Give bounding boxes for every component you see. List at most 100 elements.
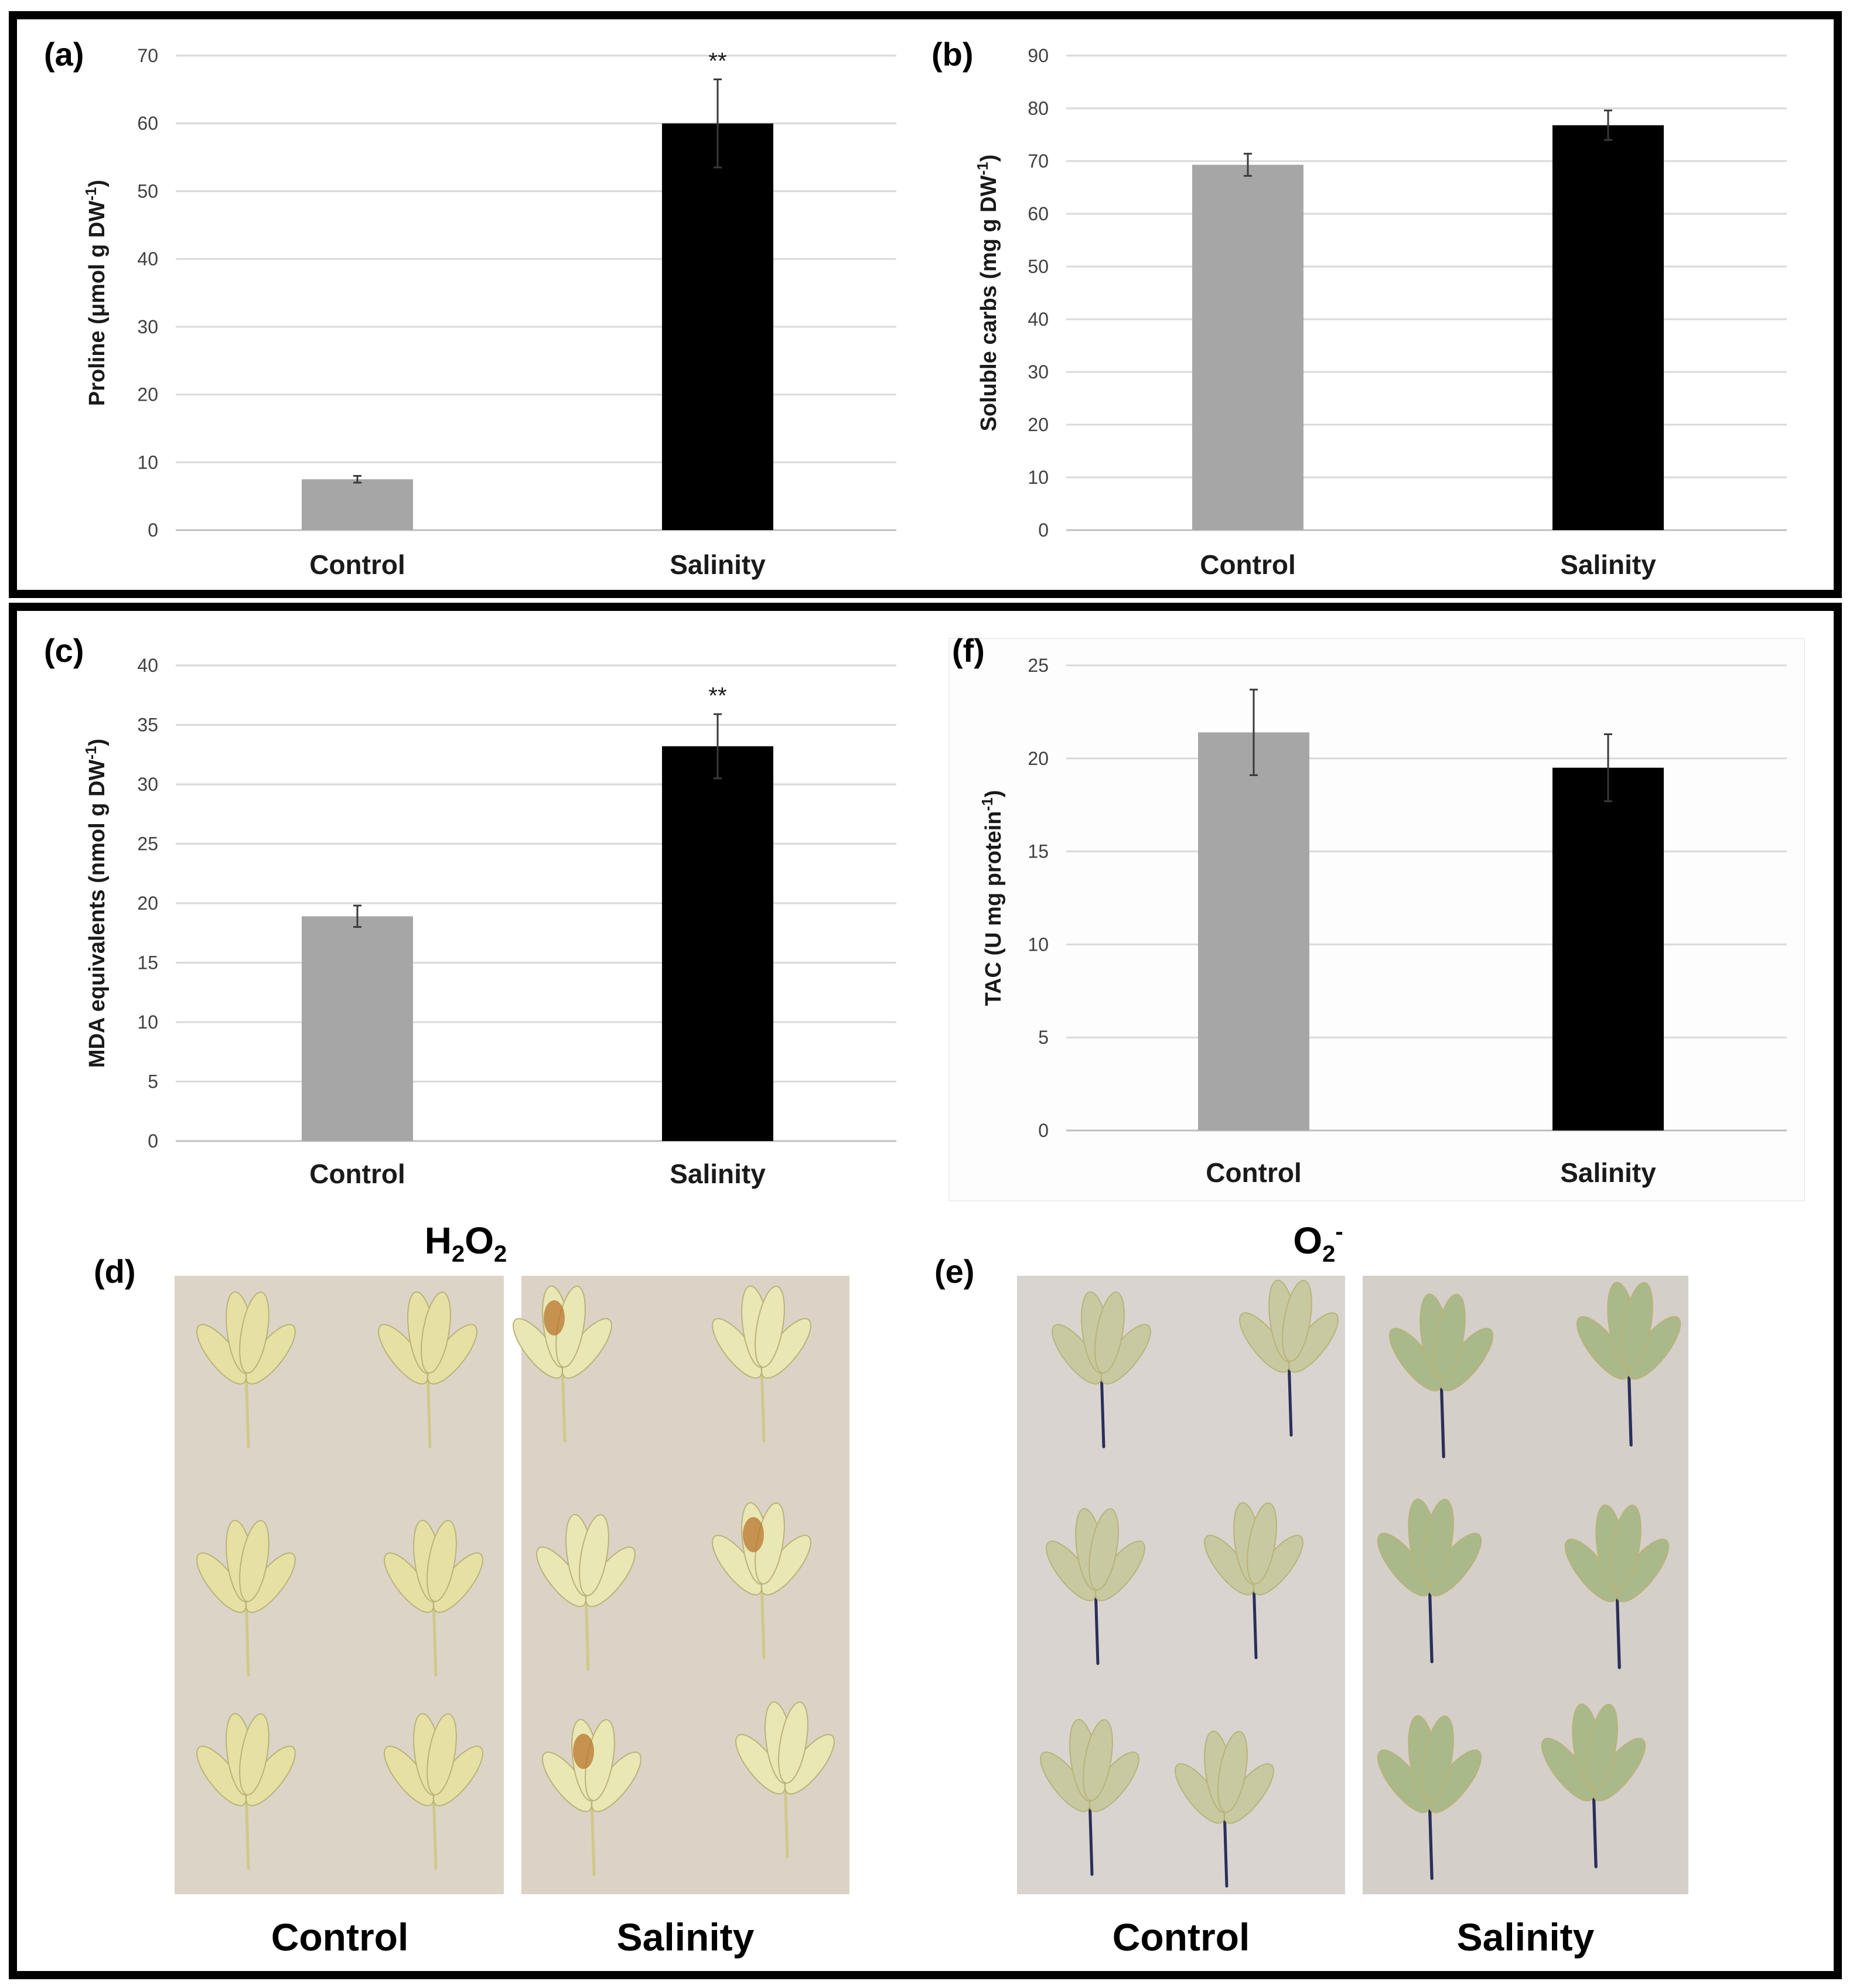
- category-label-a-salinity: Salinity: [670, 549, 766, 580]
- y-tick-label-a-40: 40: [137, 248, 158, 269]
- bar-b-salinity: [1552, 125, 1664, 531]
- stain-label-h2o2: H2O2: [425, 1220, 507, 1267]
- leaflet: [1094, 1291, 1125, 1374]
- y-tick-label-b-40: 40: [1028, 309, 1049, 330]
- leaf-stem: [432, 1791, 438, 1870]
- leaflet: [1422, 1715, 1454, 1802]
- y-axis-label-b: Soluble carbs (mg g DW-1): [974, 155, 1001, 432]
- leaf-stem: [244, 1791, 250, 1870]
- stain-spot: [544, 1300, 565, 1335]
- y-tick-label-c-15: 15: [137, 952, 158, 973]
- y-tick-label-c-0: 0: [148, 1130, 158, 1152]
- leaflet: [755, 1285, 785, 1368]
- y-tick-label-b-30: 30: [1028, 361, 1049, 382]
- leaflet: [1621, 1282, 1653, 1368]
- leaf-stem: [1223, 1808, 1228, 1888]
- leaf-stem: [426, 1369, 432, 1449]
- bar-b-control: [1192, 165, 1303, 530]
- bar-c-control: [302, 916, 413, 1141]
- leaf-illustrations: [196, 1279, 1681, 1888]
- y-tick-label-b-70: 70: [1028, 151, 1049, 172]
- leaf-cluster: [196, 1713, 296, 1870]
- y-tick-label-c-10: 10: [137, 1012, 158, 1033]
- category-label-b-control: Control: [1200, 549, 1296, 580]
- leaflet: [239, 1291, 269, 1374]
- y-tick-label-f-5: 5: [1038, 1027, 1049, 1048]
- leaf-stem: [1615, 1586, 1621, 1669]
- chart-c: 0 5 10 15 20 25 30 35 40 (c) MDA equivalents (nmol…: [44, 632, 896, 1189]
- leaf-cluster: [1377, 1715, 1482, 1880]
- leaf-cluster: [196, 1291, 296, 1449]
- category-label-f-salinity: Salinity: [1560, 1157, 1656, 1188]
- leaf-cluster: [542, 1719, 641, 1876]
- stain-spot: [573, 1734, 594, 1769]
- leaf-stem: [1428, 1796, 1434, 1880]
- leaf-cluster: [712, 1502, 811, 1659]
- leaf-cluster: [1239, 1279, 1339, 1437]
- leaf-stem: [584, 1591, 590, 1671]
- significance-a-salinity: **: [708, 49, 726, 74]
- y-tick-label-a-20: 20: [137, 384, 158, 405]
- category-label-b-salinity: Salinity: [1560, 549, 1656, 580]
- leaf-cluster: [1204, 1502, 1303, 1659]
- y-tick-label-f-0: 0: [1038, 1120, 1049, 1141]
- y-tick-label-a-60: 60: [137, 113, 158, 134]
- leaf-cluster: [1040, 1719, 1139, 1876]
- y-tick-label-c-25: 25: [137, 834, 158, 855]
- category-label-c-salinity: Salinity: [670, 1159, 766, 1189]
- leaf-cluster: [1564, 1504, 1670, 1669]
- category-label-c-control: Control: [309, 1159, 405, 1189]
- leaf-cluster: [378, 1291, 477, 1449]
- leaflet: [579, 1514, 609, 1597]
- leaf-stem: [783, 1779, 789, 1859]
- panel-label-c: (c): [44, 632, 84, 669]
- leaf-stem: [561, 1363, 567, 1443]
- leaf-stem: [1287, 1357, 1293, 1437]
- leaf-cluster: [196, 1519, 296, 1677]
- y-tick-label-b-90: 90: [1028, 45, 1049, 66]
- leaf-stem: [432, 1597, 438, 1677]
- leaf-cluster: [735, 1701, 835, 1859]
- leaf-cluster: [712, 1285, 811, 1443]
- panel-label-b: (b): [931, 36, 974, 73]
- leaflet: [426, 1519, 457, 1603]
- leaf-stem: [1252, 1580, 1258, 1659]
- leaf-cluster: [1175, 1730, 1274, 1888]
- y-tick-label-c-35: 35: [137, 715, 158, 736]
- chart-a: 0 10 20 30 40 50 60 70 (a) Proline (μmol g DW-1) C…: [44, 36, 896, 580]
- panel-label-f: (f): [952, 632, 985, 669]
- leaflet: [1586, 1703, 1618, 1790]
- y-tick-label-a-50: 50: [137, 180, 158, 201]
- y-tick-label-a-30: 30: [137, 316, 158, 337]
- leaflet: [1217, 1730, 1248, 1813]
- leaf-stem: [244, 1597, 250, 1677]
- category-label-f-control: Control: [1206, 1157, 1302, 1188]
- leaflet: [1434, 1293, 1466, 1380]
- leaflet: [1247, 1502, 1277, 1585]
- leaf-stem: [590, 1796, 596, 1876]
- leaf-cluster: [536, 1514, 636, 1671]
- leaf-stem: [1100, 1369, 1105, 1449]
- category-label-a-control: Control: [309, 549, 405, 580]
- caption-e-control: Control: [1113, 1915, 1250, 1959]
- y-tick-label-a-70: 70: [137, 45, 158, 66]
- leaf-stem: [1088, 1796, 1094, 1876]
- leaf-cluster: [384, 1713, 483, 1870]
- leaflet: [1083, 1719, 1113, 1802]
- leaf-cluster: [1541, 1703, 1646, 1869]
- panel-label-d: (d): [94, 1253, 136, 1290]
- leaf-cluster: [1046, 1508, 1145, 1665]
- leaflet: [239, 1519, 269, 1603]
- leaf-stem: [1094, 1586, 1100, 1665]
- y-tick-label-a-0: 0: [148, 520, 158, 541]
- y-tick-label-b-80: 80: [1028, 98, 1049, 119]
- bar-f-control: [1198, 732, 1309, 1130]
- y-tick-label-c-5: 5: [148, 1071, 158, 1092]
- panel-f-area: [948, 638, 1805, 1201]
- leaf-cluster: [384, 1519, 483, 1677]
- top-frame: [9, 11, 1842, 598]
- leaf-stem: [1439, 1375, 1445, 1458]
- leaf-cluster: [1576, 1282, 1681, 1447]
- leaf-stem: [1627, 1363, 1633, 1447]
- leaflet: [239, 1713, 269, 1796]
